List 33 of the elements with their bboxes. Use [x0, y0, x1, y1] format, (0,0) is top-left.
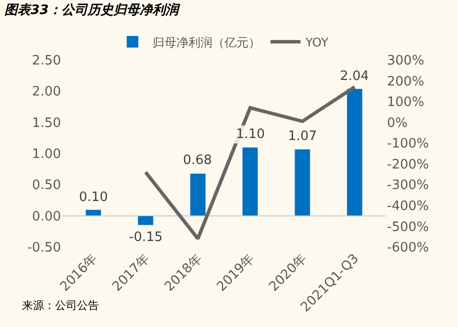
y2-tick-label: -600%: [387, 240, 429, 256]
bar: [294, 148, 310, 216]
bar: [138, 216, 154, 226]
bar: [190, 173, 206, 216]
data-label: 1.10: [236, 127, 265, 142]
y2-tick-label: 100%: [387, 95, 424, 110]
bar: [85, 209, 102, 216]
y-tick-label: 2.00: [32, 84, 61, 100]
bar: [242, 147, 258, 216]
data-label: 2.04: [340, 69, 369, 84]
y2-tick-label: -400%: [387, 198, 429, 214]
legend-label: YOY: [304, 35, 329, 50]
chart-title: 图表33：公司历史归母净利润: [4, 2, 181, 18]
data-label: 0.10: [79, 190, 108, 205]
y2-tick-label: -100%: [387, 136, 429, 152]
legend-label: 归母净利润（亿元）: [152, 35, 260, 50]
y2-tick-label: 200%: [387, 74, 424, 90]
y-tick-label: 2.50: [32, 54, 61, 69]
source-note: 来源：公司公告: [22, 299, 99, 312]
y2-tick-label: 300%: [387, 54, 424, 69]
y-tick-label: 0.00: [32, 209, 61, 224]
y-tick-label: 1.00: [32, 147, 61, 162]
y-tick-label: -0.50: [27, 240, 61, 256]
y2-tick-label: -200%: [387, 157, 429, 172]
data-label: 0.68: [183, 153, 212, 168]
y2-tick-label: -300%: [387, 178, 429, 194]
y2-tick-label: 0%: [387, 116, 408, 131]
y-tick-label: 1.50: [32, 116, 61, 131]
y-tick-label: 0.50: [32, 178, 61, 194]
data-label: 1.07: [288, 129, 317, 144]
data-label: -0.15: [129, 230, 163, 245]
bar: [346, 88, 363, 216]
y2-tick-label: -500%: [387, 220, 429, 235]
